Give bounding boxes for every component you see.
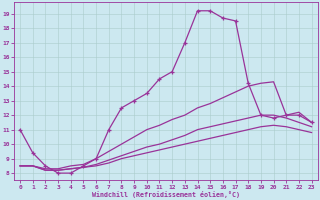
X-axis label: Windchill (Refroidissement éolien,°C): Windchill (Refroidissement éolien,°C): [92, 191, 240, 198]
